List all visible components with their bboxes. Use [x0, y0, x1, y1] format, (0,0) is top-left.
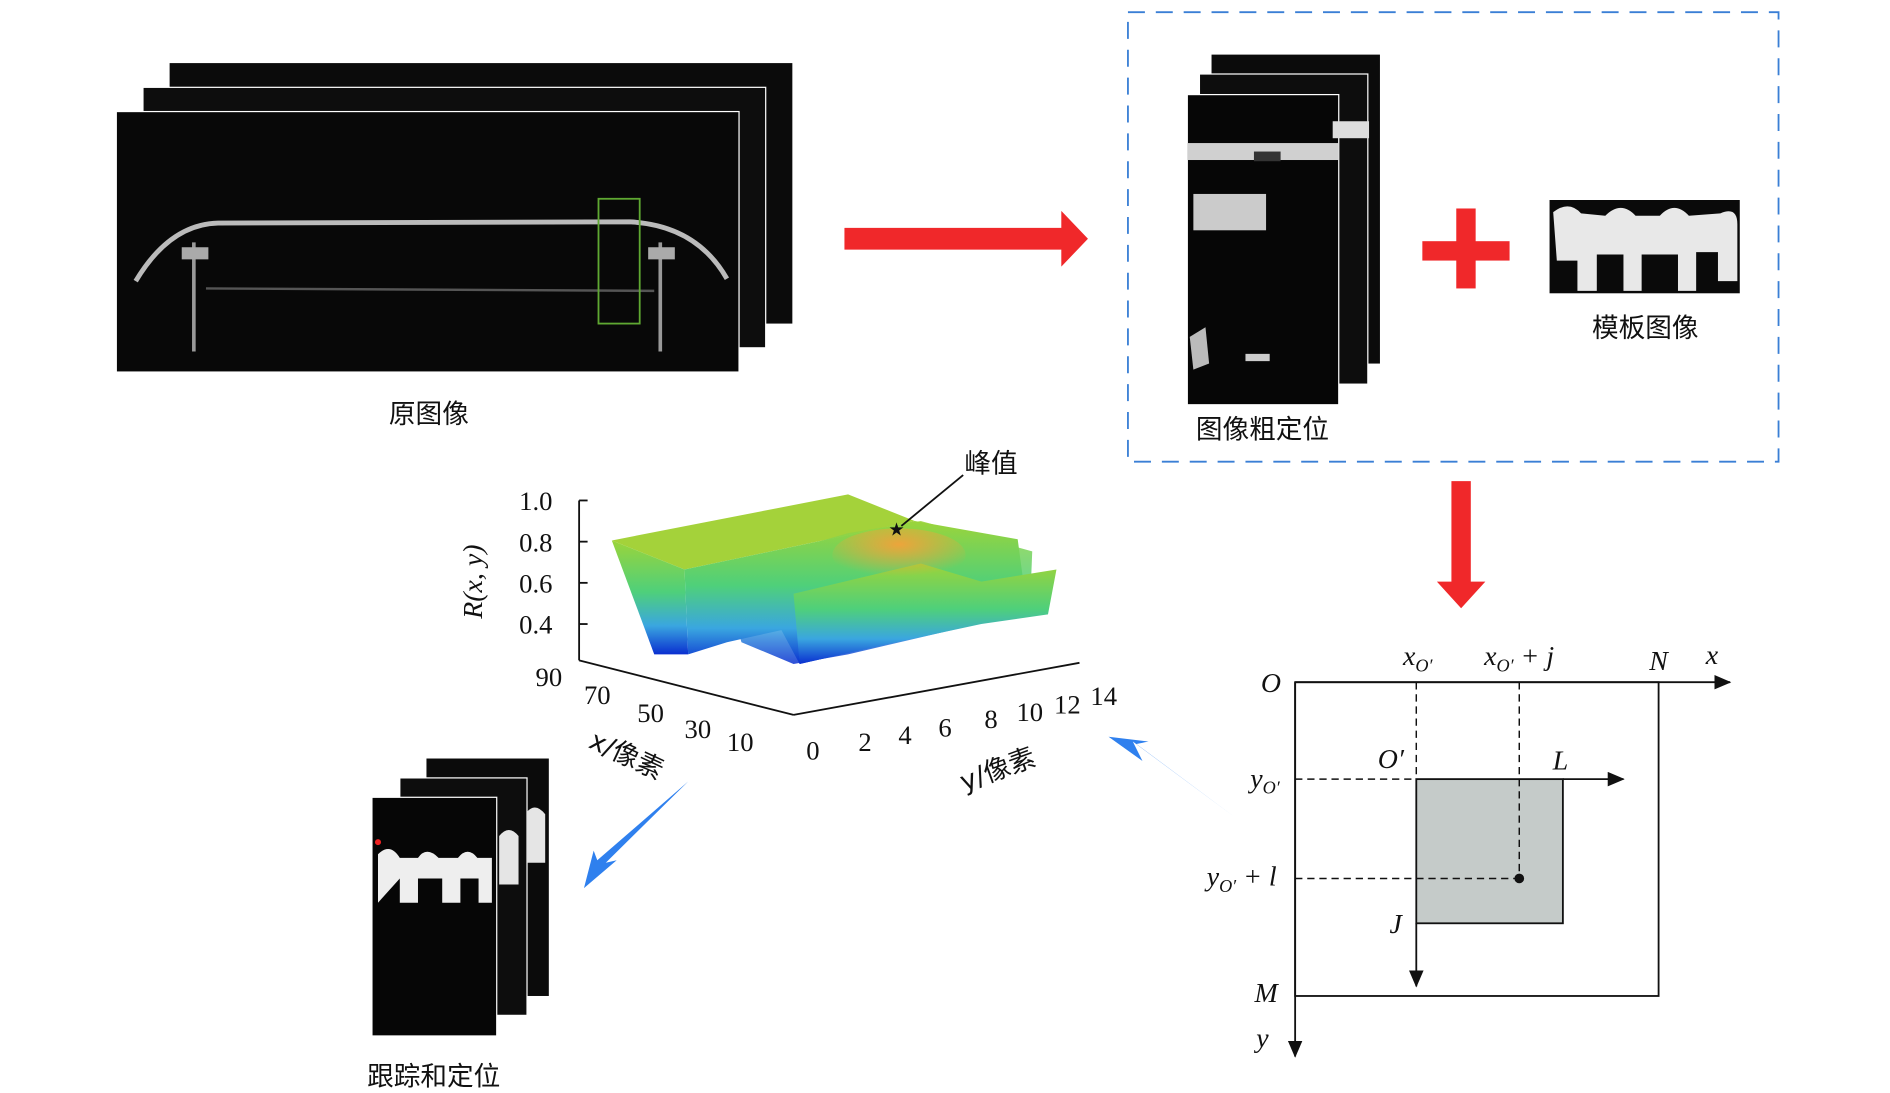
- guide-lines: [1295, 682, 1520, 880]
- template-image: 模板图像: [1549, 200, 1740, 344]
- arrow-blue-to-tracking: [583, 781, 689, 889]
- tracking-marker: [374, 839, 382, 846]
- label-original-image: 原图像: [389, 399, 469, 430]
- peak-pointer: [900, 474, 964, 527]
- arrow-blue-to-plot: [1108, 736, 1236, 818]
- frame-front: [115, 110, 740, 373]
- label-peak: 峰值: [964, 449, 1017, 480]
- surface-front-ridge: [793, 563, 1057, 665]
- label-tracking: 跟踪和定位: [367, 1062, 500, 1093]
- surface-left-wall: [611, 540, 689, 655]
- label-O-prime: O′: [1378, 744, 1405, 775]
- y-tick: 8: [984, 704, 997, 734]
- tracking-image-stack: 跟踪和定位: [367, 758, 549, 1093]
- x-axis: [578, 659, 794, 716]
- label-coarse-localization: 图像粗定位: [1196, 415, 1329, 446]
- y-tick: 2: [858, 727, 871, 757]
- y-tick: 12: [1054, 690, 1081, 720]
- template-region: [1415, 778, 1564, 925]
- arrow-right-red: [844, 210, 1088, 267]
- x-tick: 90: [536, 662, 563, 692]
- y-tick: 10: [1016, 697, 1043, 727]
- z-tick: 0.4: [519, 610, 552, 640]
- z-axis-label: R(x, y): [458, 545, 489, 620]
- dashed-group-box: [1127, 11, 1780, 463]
- y-axis: [793, 661, 1080, 716]
- plus-icon: [1422, 208, 1510, 289]
- surface-peak-region: [832, 528, 966, 582]
- y-axis-label: y/像素: [956, 742, 1040, 798]
- arrow-down-red: [1436, 481, 1486, 609]
- y-tick: 0: [806, 736, 819, 766]
- x-tick: 50: [637, 698, 664, 728]
- z-tick: 0.8: [519, 527, 552, 557]
- y-tick: 14: [1090, 681, 1117, 711]
- label-J: J: [1390, 909, 1404, 940]
- label-L: L: [1552, 745, 1569, 776]
- x-axis-label: x/像素: [584, 725, 668, 786]
- x-tick: 70: [584, 680, 611, 710]
- star-icon: ★: [888, 520, 904, 541]
- coordinate-diagram: O x y N M L J O′ xO′ xO′ + j yO′ yO′ + l: [1204, 640, 1732, 1058]
- label-template-image: 模板图像: [1592, 313, 1699, 344]
- original-image-stack: 原图像: [115, 63, 793, 430]
- y-tick: 6: [938, 713, 951, 743]
- z-tick: 1.0: [519, 486, 552, 516]
- roi-box: [597, 197, 641, 325]
- label-yo: yO′: [1247, 764, 1280, 798]
- surface-top-plateau: [611, 494, 915, 570]
- label-y: y: [1253, 1023, 1269, 1054]
- label-N: N: [1648, 646, 1669, 677]
- label-xo: xO′: [1402, 641, 1433, 675]
- coarse-image-stack: 图像粗定位: [1186, 54, 1380, 446]
- label-x: x: [1705, 640, 1719, 671]
- rail-arch: [133, 219, 730, 283]
- label-O: O: [1261, 668, 1281, 699]
- z-tick: 0.6: [519, 569, 552, 599]
- y-tick: 4: [898, 720, 911, 750]
- label-yo-plus-l: yO′ + l: [1204, 862, 1277, 896]
- x-tick: 10: [727, 727, 754, 757]
- match-point: [1514, 873, 1525, 884]
- label-M: M: [1253, 978, 1279, 1009]
- x-tick: 30: [685, 714, 712, 744]
- correlation-surface-plot: 1.0 0.8 0.6 0.4 R(x, y) 90 70 50 30 10 0…: [458, 449, 1117, 798]
- label-xo-plus-j: xO′ + j: [1483, 641, 1554, 675]
